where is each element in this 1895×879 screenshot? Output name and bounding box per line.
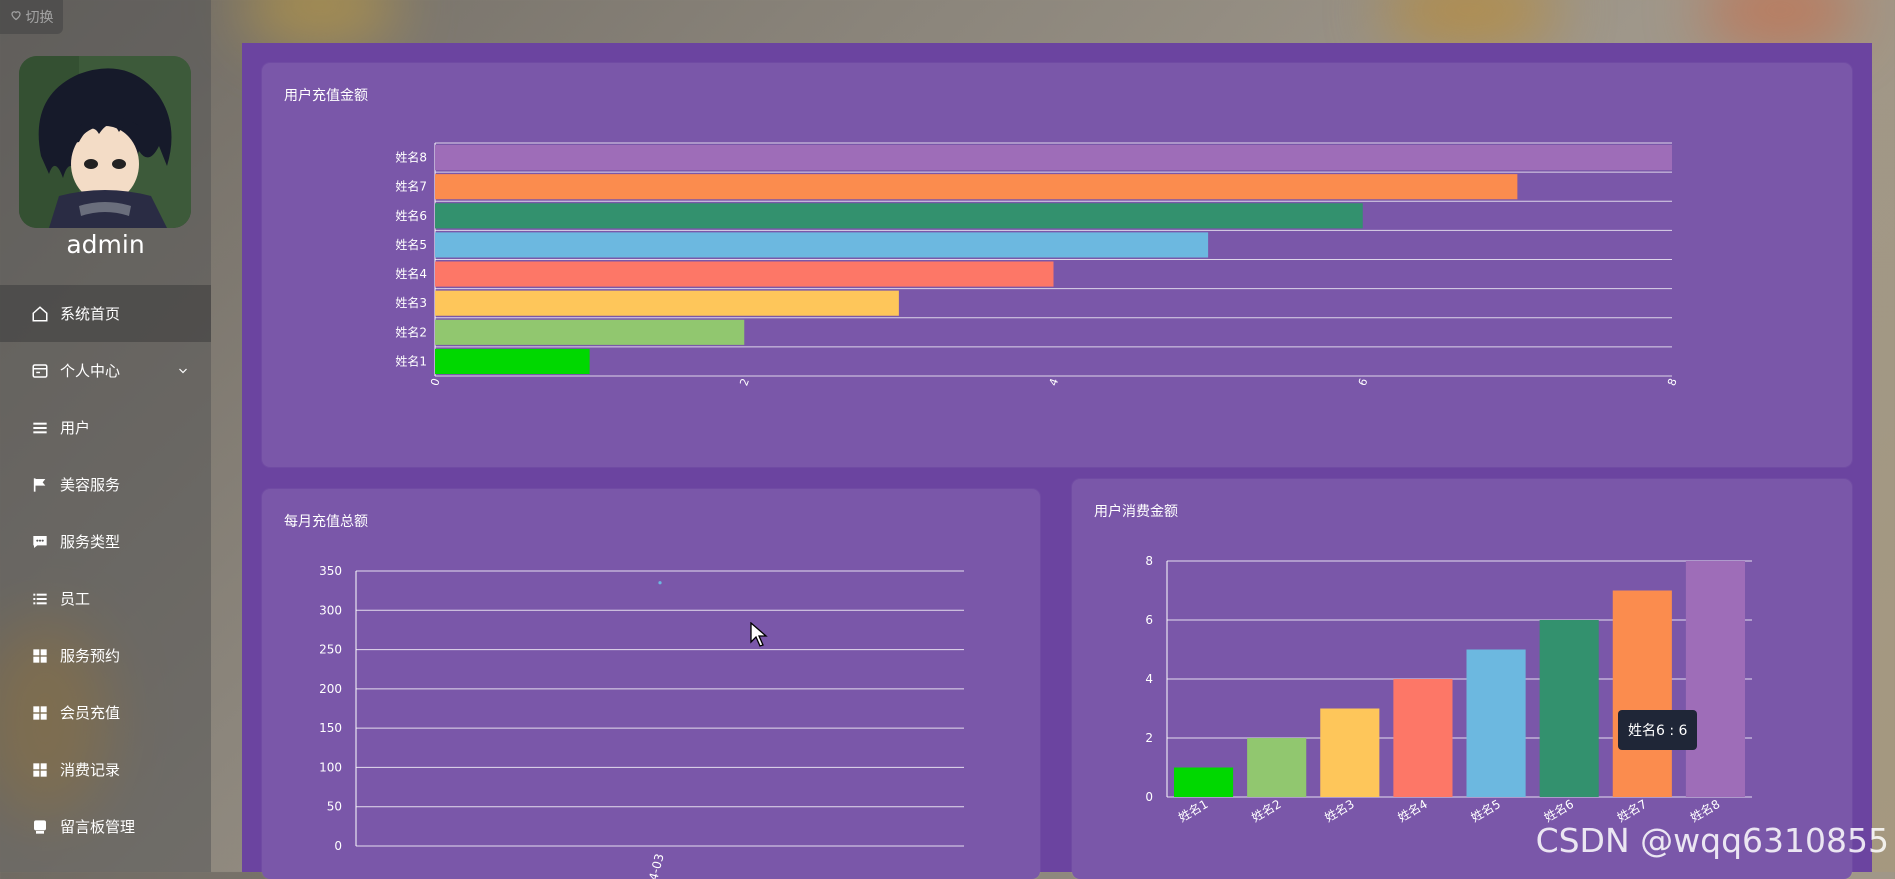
y-tick-label: 200: [319, 682, 342, 696]
x-tick-label: 2: [737, 377, 752, 388]
y-tick-label: 100: [319, 760, 342, 774]
watermark: CSDN @wqq6310855: [1535, 821, 1889, 860]
bar: [1320, 708, 1380, 797]
x-tick-label: 2024-03: [640, 852, 667, 879]
monthly-recharge-chart: 0 50 100 150 200 250 300 350 2024-03: [319, 564, 964, 879]
y-tick-label: 50: [327, 800, 342, 814]
chart-title: 每月充值总额: [284, 514, 368, 530]
y-tick-label: 350: [319, 564, 342, 578]
avatar: [19, 56, 191, 228]
consumption-amount-panel: 用户消费金额 0 2 4 6 8 姓名1 姓名2 姓名3 姓名4 姓名5 姓名6 姓名7 姓名8 姓名6…: [1072, 479, 1852, 879]
sidebar-item-label: 美容服务: [60, 476, 121, 494]
bar: [435, 145, 1672, 171]
bar: [1247, 738, 1307, 797]
sidebar-item-beauty-service[interactable]: 美容服务: [0, 456, 211, 513]
bar: [1174, 767, 1234, 797]
username: admin: [66, 230, 145, 259]
sidebar: admin 系统首页 个人中心 用户 美容服: [0, 0, 211, 872]
x-tick-label: 姓名2: [1249, 796, 1284, 825]
y-tick-label: 姓名5: [395, 237, 427, 252]
main-content: 用户充值金额 姓名1 姓名2 姓名3 姓名4 姓名5 姓名6 姓名7 姓名8 0 2 4 6 8 每月充…: [242, 43, 1872, 879]
id-card-icon: [30, 361, 50, 381]
grid-icon: [30, 646, 50, 666]
sidebar-item-label: 员工: [60, 590, 91, 608]
y-tick-label: 姓名4: [395, 266, 427, 281]
sidebar-item-label: 服务预约: [60, 647, 121, 665]
x-tick-label: 姓名3: [1322, 796, 1357, 825]
sidebar-menu: 系统首页 个人中心 用户 美容服务 服务类: [0, 285, 211, 855]
chart-tooltip: 姓名6 : 6: [1618, 710, 1698, 750]
x-tick-label: 4: [1047, 377, 1062, 388]
bar: [435, 319, 745, 345]
bar: [1393, 679, 1453, 797]
grid-icon: [30, 760, 50, 780]
recharge-amount-chart: 姓名1 姓名2 姓名3 姓名4 姓名5 姓名6 姓名7 姓名8 0 2 4 6 8: [395, 142, 1680, 388]
sidebar-item-label: 留言板管理: [60, 818, 136, 836]
sidebar-item-home[interactable]: 系统首页: [0, 285, 211, 342]
y-tick-label: 姓名1: [395, 353, 427, 368]
home-icon: [30, 304, 50, 324]
sidebar-item-personal-center[interactable]: 个人中心: [0, 342, 211, 399]
bar: [435, 348, 590, 374]
grid-icon: [30, 703, 50, 723]
sidebar-item-service-booking[interactable]: 服务预约: [0, 627, 211, 684]
chart-title: 用户充值金额: [284, 88, 368, 104]
sidebar-item-message-board[interactable]: 留言板管理: [0, 798, 211, 855]
y-tick-label: 姓名8: [395, 150, 427, 165]
x-tick-label: 姓名5: [1468, 796, 1503, 825]
y-tick-label: 0: [1145, 790, 1153, 804]
list-icon: [30, 418, 50, 438]
chevron-down-icon: [177, 363, 189, 381]
y-tick-label: 300: [319, 603, 342, 617]
y-tick-label: 姓名6: [395, 208, 427, 223]
sidebar-item-label: 会员充值: [60, 704, 121, 722]
x-tick-label: 姓名4: [1395, 796, 1430, 825]
bar: [1685, 561, 1745, 797]
sidebar-item-service-type[interactable]: 服务类型: [0, 513, 211, 570]
chart-title: 用户消费金额: [1094, 504, 1178, 520]
mouse-cursor-icon: [750, 621, 768, 652]
sidebar-item-label: 消费记录: [60, 761, 121, 779]
sidebar-item-staff[interactable]: 员工: [0, 570, 211, 627]
bar: [435, 261, 1054, 287]
bar: [435, 203, 1363, 229]
sidebar-item-label: 系统首页: [60, 305, 121, 323]
monthly-recharge-panel: 每月充值总额 0 50 100 150 200 250 300 350 2024-03: [262, 489, 1040, 879]
bar: [1466, 649, 1526, 797]
y-tick-label: 6: [1145, 613, 1153, 627]
sidebar-item-users[interactable]: 用户: [0, 399, 211, 456]
bar: [435, 174, 1518, 200]
y-tick-label: 姓名7: [395, 179, 427, 194]
sidebar-item-label: 服务类型: [60, 533, 121, 551]
x-tick-label: 6: [1356, 377, 1371, 388]
x-tick-label: 0: [428, 377, 443, 388]
recharge-amount-panel: 用户充值金额 姓名1 姓名2 姓名3 姓名4 姓名5 姓名6 姓名7 姓名8 0 2 4 6 8: [262, 63, 1852, 467]
y-tick-label: 250: [319, 643, 342, 657]
sidebar-item-label: 用户: [60, 419, 91, 437]
y-tick-label: 8: [1145, 554, 1153, 568]
x-tick-label: 姓名1: [1176, 796, 1211, 825]
message-board-icon: [30, 817, 50, 837]
bar: [435, 232, 1209, 258]
data-point: [658, 581, 662, 585]
flag-icon: [30, 475, 50, 495]
x-tick-label: 8: [1665, 377, 1680, 388]
chat-icon: [30, 532, 50, 552]
sidebar-item-member-recharge[interactable]: 会员充值: [0, 684, 211, 741]
bar: [1539, 620, 1599, 797]
y-tick-label: 姓名3: [395, 295, 427, 310]
bar: [1612, 590, 1672, 797]
y-tick-label: 150: [319, 721, 342, 735]
y-tick-label: 0: [334, 839, 342, 853]
y-tick-label: 4: [1145, 672, 1153, 686]
sidebar-item-label: 个人中心: [60, 362, 121, 380]
list-icon: [30, 589, 50, 609]
y-tick-label: 2: [1145, 731, 1153, 745]
y-tick-label: 姓名2: [395, 324, 427, 339]
bar: [435, 290, 899, 316]
sidebar-item-consumption-records[interactable]: 消费记录: [0, 741, 211, 798]
